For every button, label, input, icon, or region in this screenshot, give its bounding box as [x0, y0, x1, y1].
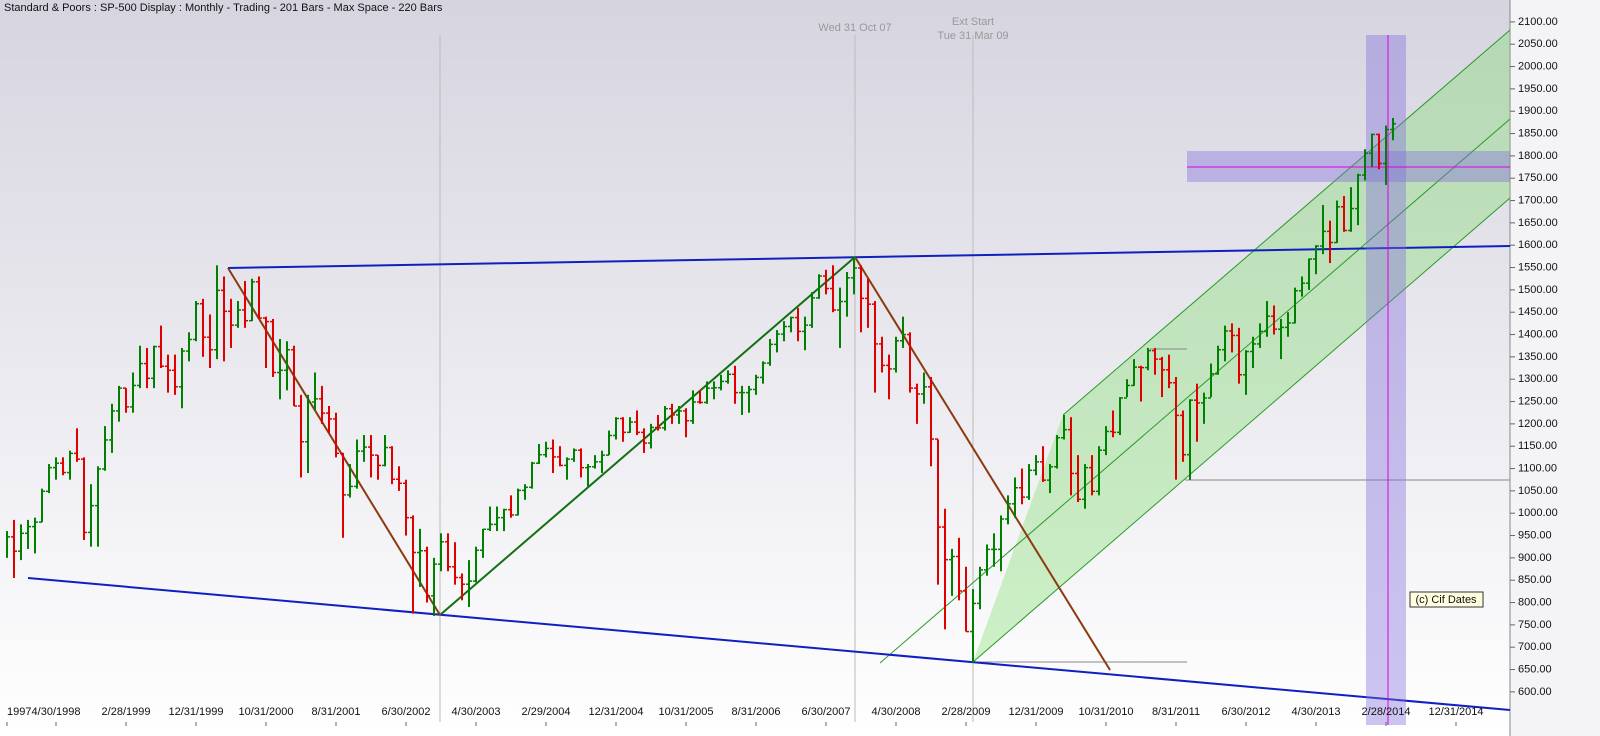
y-tick-label: 1000.00	[1518, 507, 1558, 519]
y-tick-label: 800.00	[1518, 596, 1552, 608]
channel-line	[879, 118, 1511, 664]
y-tick-label: 1950.00	[1518, 83, 1558, 95]
y-tick-label: 1300.00	[1518, 373, 1558, 385]
y-tick-label: 1850.00	[1518, 127, 1558, 139]
y-tick-label: 1050.00	[1518, 485, 1558, 497]
x-tick-label: 8/31/2001	[312, 706, 361, 718]
x-tick-label: 6/30/2002	[382, 706, 431, 718]
channel-fill	[973, 30, 1510, 662]
channel-line	[972, 197, 1511, 663]
x-tick-label: 4/30/1998	[32, 706, 81, 718]
y-tick-label: 1500.00	[1518, 284, 1558, 296]
date-annotation: Ext Start	[952, 16, 994, 28]
watermark: (c) Cif Dates	[1415, 594, 1477, 606]
x-tick-label: 2/29/2004	[522, 706, 571, 718]
y-tick-label: 950.00	[1518, 529, 1552, 541]
y-tick-label: 750.00	[1518, 619, 1552, 631]
y-tick-label: 1450.00	[1518, 306, 1558, 318]
y-tick-label: 1550.00	[1518, 261, 1558, 273]
x-tick-label: 12/31/2009	[1008, 706, 1063, 718]
y-tick-label: 2000.00	[1518, 60, 1558, 72]
y-tick-label: 1600.00	[1518, 239, 1558, 251]
x-tick-label: 4/30/2003	[452, 706, 501, 718]
x-tick-label: 4/30/2013	[1292, 706, 1341, 718]
channel-line	[1062, 29, 1511, 416]
y-tick-label: 1200.00	[1518, 418, 1558, 430]
x-tick-label: 8/31/2006	[732, 706, 781, 718]
y-tick-label: 850.00	[1518, 574, 1552, 586]
x-tick-label: 10/31/2010	[1078, 706, 1133, 718]
x-tick-label: 1997	[7, 706, 31, 718]
x-tick-label: 10/31/2000	[238, 706, 293, 718]
y-tick-label: 1400.00	[1518, 328, 1558, 340]
y-tick-label: 1150.00	[1518, 440, 1557, 452]
x-tick-label: 4/30/2008	[872, 706, 921, 718]
bars	[6, 117, 1396, 663]
trend-line	[227, 267, 441, 616]
x-tick-label: 12/31/2014	[1428, 706, 1483, 718]
date-annotation: Wed 31 Oct 07	[818, 22, 891, 34]
y-tick-label: 1900.00	[1518, 105, 1558, 117]
y-tick-label: 600.00	[1518, 686, 1552, 698]
axis-panel	[1510, 0, 1600, 736]
watermark-box	[1409, 591, 1484, 608]
trend-line	[227, 245, 1511, 269]
x-tick-label: 12/31/1999	[168, 706, 223, 718]
y-tick-label: 1350.00	[1518, 351, 1558, 363]
y-tick-label: 900.00	[1518, 552, 1552, 564]
x-tick-label: 10/31/2005	[658, 706, 713, 718]
x-tick-label: 6/30/2007	[802, 706, 851, 718]
y-tick-label: 1250.00	[1518, 395, 1558, 407]
y-tick-label: 1700.00	[1518, 194, 1558, 206]
date-annotation: Tue 31 Mar 09	[937, 30, 1008, 42]
y-tick-label: 1100.00	[1518, 462, 1557, 474]
y-tick-label: 1800.00	[1518, 150, 1558, 162]
y-tick-label: 700.00	[1518, 641, 1552, 653]
y-tick-label: 1750.00	[1518, 172, 1558, 184]
y-tick-label: 650.00	[1518, 663, 1552, 675]
trend-line	[854, 256, 1111, 671]
x-tick-label: 2/28/2014	[1362, 706, 1411, 718]
x-tick-label: 2/28/2009	[942, 706, 991, 718]
trend-line	[439, 256, 856, 616]
x-tick-label: 8/31/2011	[1152, 706, 1200, 718]
y-tick-label: 2100.00	[1518, 16, 1558, 28]
chart-title: Standard & Poors : SP-500 Display : Mont…	[4, 2, 443, 14]
x-tick-label: 6/30/2012	[1222, 706, 1271, 718]
y-tick-label: 2050.00	[1518, 38, 1558, 50]
x-tick-label: 12/31/2004	[588, 706, 643, 718]
trend-line	[27, 577, 1511, 711]
y-tick-label: 1650.00	[1518, 217, 1558, 229]
x-tick-label: 2/28/1999	[102, 706, 151, 718]
